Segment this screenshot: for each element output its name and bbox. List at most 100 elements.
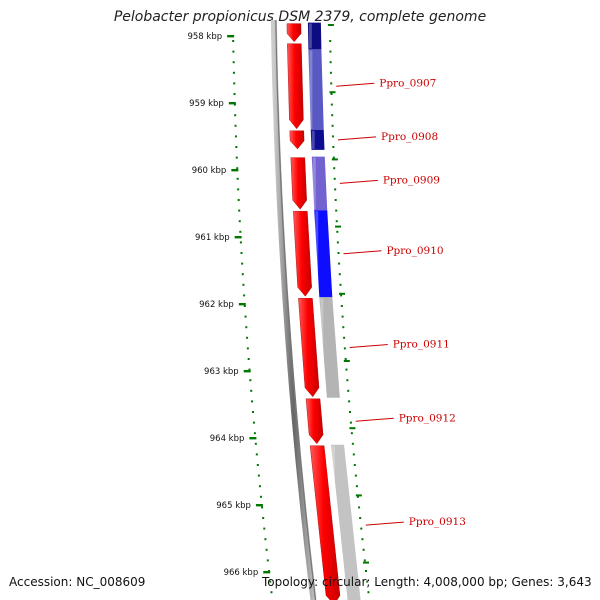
inner-dot (243, 305, 246, 307)
inner-dot (243, 294, 246, 297)
gene-arrow (298, 298, 320, 398)
outer-track-segment (319, 297, 340, 398)
inner-dot (241, 262, 244, 265)
inner-dot (232, 50, 235, 53)
outer-dot (337, 252, 340, 254)
inner-dot (259, 495, 262, 498)
outer-dot (330, 103, 333, 106)
genome-title: Pelobacter propionicus DSM 2379, complet… (113, 9, 487, 25)
outer-dot (331, 114, 334, 117)
inner-dot (263, 527, 266, 530)
outer-dot (330, 82, 333, 85)
outer-track-segment (308, 49, 324, 130)
inner-dot (250, 389, 253, 392)
outer-track-highlight (320, 298, 324, 397)
inner-dot (233, 93, 236, 95)
gene-label-leader (349, 344, 388, 349)
outer-dot (332, 156, 335, 159)
gene-label: Ppro_0913 (409, 516, 466, 528)
inner-dot (238, 220, 241, 223)
inner-dot (239, 241, 242, 244)
gene-label-leader (336, 82, 375, 87)
gene-label: Ppro_0908 (381, 131, 438, 143)
outer-feature-track (307, 22, 361, 600)
ruler-tick (243, 370, 251, 373)
outer-track-highlight (332, 445, 336, 600)
inner-dot (232, 71, 235, 74)
outer-dot (339, 283, 342, 286)
gene-arrow (287, 43, 304, 130)
inner-dot (232, 61, 235, 64)
outer-dash (339, 292, 346, 295)
outer-dot (341, 315, 344, 318)
outer-dot (332, 146, 335, 148)
accession-text: Accession: NC_008609 (9, 575, 146, 589)
ruler-label: 965 kbp (216, 501, 251, 511)
outer-dot (331, 124, 334, 127)
inner-dot (266, 559, 269, 562)
ruler-label: 963 kbp (204, 367, 239, 377)
inner-dot (237, 188, 240, 191)
outer-track-highlight (315, 211, 319, 297)
inner-dot (258, 485, 261, 488)
gene-label: Ppro_0910 (386, 245, 443, 257)
outer-dash (349, 427, 356, 430)
ruler-tick (227, 35, 235, 38)
inner-dot (233, 103, 236, 106)
inner-dot (264, 538, 267, 541)
inner-dot (236, 177, 239, 180)
outer-dash (335, 225, 342, 228)
outer-dot (338, 262, 341, 265)
inner-dot (249, 379, 252, 382)
outer-track-highlight (308, 23, 312, 49)
outer-dot (338, 273, 341, 276)
backbone-line (270, 19, 317, 600)
gene-track (286, 23, 341, 600)
ruler-tick (228, 102, 236, 105)
outer-dot (333, 177, 336, 180)
outer-dot (331, 135, 334, 138)
genome-summary-text: Topology: circular; Length: 4,008,000 bp… (262, 575, 592, 589)
outer-dot (359, 517, 362, 519)
gene-label: Ppro_0912 (399, 412, 456, 424)
inner-dot (241, 273, 244, 276)
outer-dot (358, 506, 361, 509)
outer-dot (344, 358, 347, 360)
gene-labels: Ppro_0907 Ppro_0908 Ppro_0909 Ppro_0910 Ppro… (336, 77, 466, 528)
inner-dot (234, 114, 237, 117)
inner-dot (247, 358, 250, 360)
outer-dot (345, 368, 348, 371)
dotted-arc-guides (232, 24, 370, 594)
gene-label: Ppro_0911 (393, 339, 450, 351)
outer-dot (333, 167, 336, 170)
inner-dot (240, 252, 243, 254)
outer-dot (340, 294, 343, 297)
outer-track-segment (314, 210, 333, 298)
outer-dot (334, 188, 337, 191)
outer-dot (329, 50, 332, 53)
gene-label-leader (339, 179, 378, 184)
gene-arrow (293, 210, 312, 297)
ruler-tick (249, 437, 257, 440)
gene-arrow (286, 23, 302, 43)
gene-label: Ppro_0907 (379, 77, 436, 89)
outer-dot (362, 548, 365, 551)
outer-dash (329, 91, 336, 94)
inner-dot (235, 146, 238, 148)
inner-dot (242, 283, 245, 286)
inner-dot (269, 580, 272, 583)
inner-dot (262, 517, 265, 519)
outer-dot (329, 61, 332, 64)
ruler-tick (255, 504, 263, 507)
outer-dot (346, 379, 349, 382)
outer-dot (354, 474, 357, 477)
outer-dot (342, 326, 345, 329)
outer-dot (351, 442, 354, 445)
outer-dot (329, 40, 332, 42)
inner-dot (234, 124, 237, 127)
outer-dot (365, 570, 367, 572)
outer-track-segment (331, 444, 361, 600)
ruler-label: 966 kbp (224, 568, 259, 578)
outer-dot (363, 559, 366, 562)
inner-dot (270, 591, 273, 594)
